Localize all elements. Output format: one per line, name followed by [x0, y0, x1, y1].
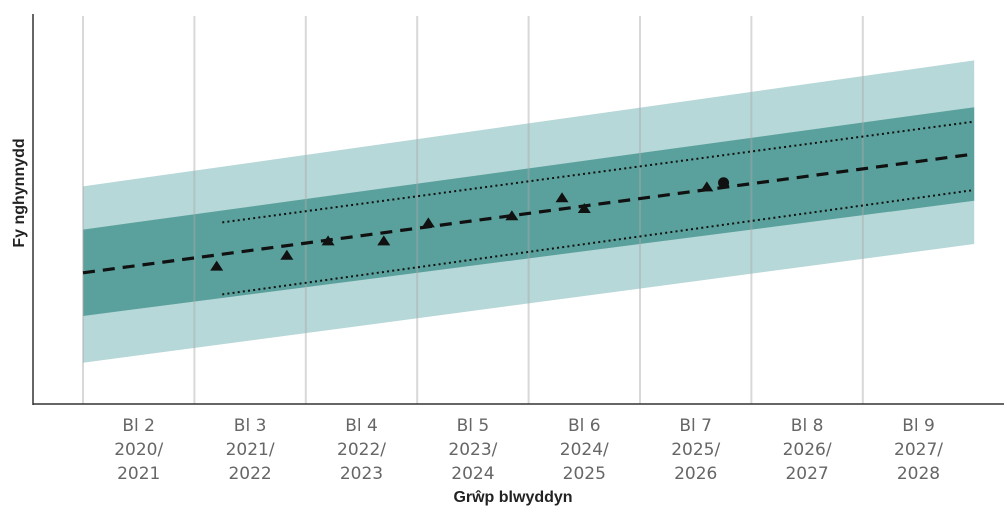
assessment-markers — [210, 177, 730, 271]
x-tick-label: 2022/ — [337, 440, 386, 460]
x-tick-label: Bl 8 — [791, 416, 824, 436]
current-point-circle — [718, 177, 730, 189]
axes — [32, 14, 1004, 405]
x-axis-title: Grŵp blwyddyn — [453, 489, 572, 506]
x-tick-label: Bl 6 — [568, 416, 601, 436]
x-tick-label: 2025 — [563, 464, 606, 484]
x-tick-label: 2027/ — [894, 440, 943, 460]
assessment-triangle — [577, 203, 591, 213]
x-tick-label: 2027 — [785, 464, 828, 484]
x-tick-label: Bl 9 — [902, 416, 935, 436]
trend-lines — [82, 120, 975, 296]
assessment-triangle — [377, 235, 391, 246]
x-tick-label: Bl 7 — [679, 416, 712, 436]
x-tick-label: 2023/ — [448, 440, 497, 460]
upper-range-line — [222, 120, 975, 224]
x-tick-label: Bl 5 — [457, 416, 490, 436]
x-tick-label: 2024/ — [560, 440, 609, 460]
assessment-triangle — [505, 210, 519, 221]
lower-range-line — [222, 189, 975, 296]
y-axis-title: Fy nghynnydd — [11, 138, 28, 247]
vertical-gridlines — [82, 16, 864, 404]
band-inner — [83, 107, 975, 316]
x-tick-label: 2026 — [674, 464, 717, 484]
x-tick-label: 2021/ — [226, 440, 275, 460]
x-tick-label: 2025/ — [671, 440, 720, 460]
x-tick-label: 2021 — [117, 464, 160, 484]
x-tick-labels: Bl 2 2020/2021 Bl 3 2021/2022 Bl 4 2022/2023 B… — [114, 416, 943, 484]
x-tick-label: 2023 — [340, 464, 383, 484]
assessment-triangle — [210, 260, 224, 271]
assessment-triangle — [421, 217, 435, 228]
assessment-triangle — [321, 235, 335, 246]
x-tick-label: 2026/ — [783, 440, 832, 460]
x-tick-label: 2022 — [228, 464, 271, 484]
assessment-triangle — [555, 192, 569, 203]
expected-path-line — [82, 152, 975, 275]
assessment-triangle — [280, 249, 294, 260]
assessment-triangle — [700, 181, 714, 192]
x-tick-label: 2020/ — [114, 440, 163, 460]
x-tick-label: Bl 4 — [345, 416, 378, 436]
x-tick-label: 2028 — [897, 464, 940, 484]
x-tick-label: 2024 — [451, 464, 494, 484]
x-tick-label: Bl 3 — [234, 416, 267, 436]
progress-bands — [83, 60, 975, 363]
x-tick-label: Bl 2 — [122, 416, 155, 436]
